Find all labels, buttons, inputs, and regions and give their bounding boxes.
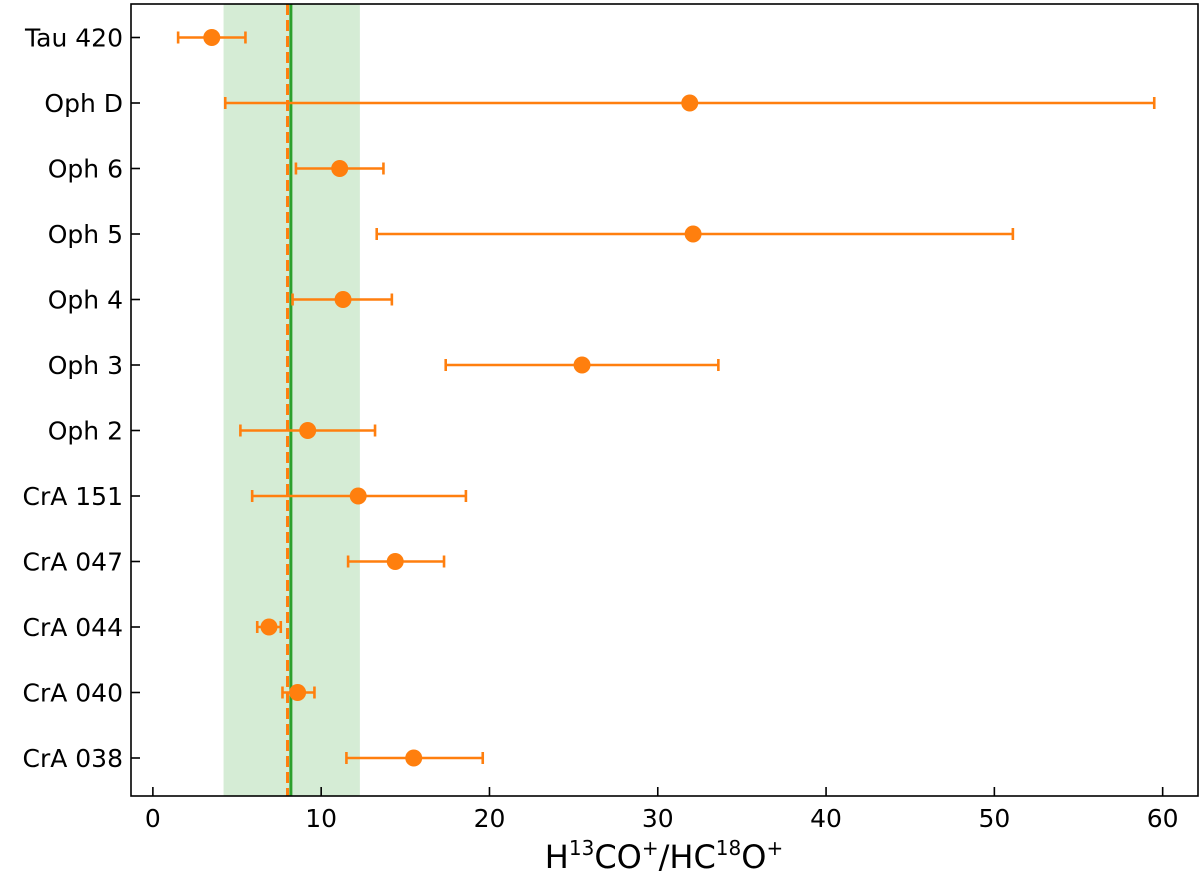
x-axis-label-sup: + xyxy=(642,836,659,860)
data-point xyxy=(573,356,591,374)
x-axis-label-part: H xyxy=(545,838,569,876)
y-tick-label: CrA 038 xyxy=(22,744,123,773)
x-axis-label: H13CO+/HC18O+ xyxy=(545,836,783,876)
y-tick-label: CrA 151 xyxy=(22,482,123,511)
data-point xyxy=(331,160,349,177)
x-axis-label-part: /HC xyxy=(659,838,716,876)
y-tick-label: CrA 040 xyxy=(22,679,123,708)
y-ticks: Tau 420 Oph D Oph 6 Oph 5 Oph 4 Oph 3 Oph 2 CrA… xyxy=(22,24,140,773)
data-point xyxy=(684,225,702,243)
x-axis-label-sup: 18 xyxy=(716,836,741,860)
y-tick-label: Oph 3 xyxy=(48,351,123,380)
x-tick-label: 30 xyxy=(642,804,674,833)
y-tick-label: Oph 4 xyxy=(48,286,123,315)
y-tick-label: Oph 5 xyxy=(48,220,123,249)
data-point xyxy=(349,487,367,505)
x-tick-label: 50 xyxy=(978,804,1010,833)
x-axis-label-sup: + xyxy=(766,836,783,860)
plot-frame xyxy=(130,3,1199,797)
data-point xyxy=(203,29,221,46)
x-tick-label: 40 xyxy=(810,804,842,833)
data-point xyxy=(334,291,352,308)
data-point xyxy=(289,684,307,701)
reference-lines xyxy=(286,4,293,796)
y-tick-label: CrA 047 xyxy=(22,548,123,577)
x-tick-label: 60 xyxy=(1147,804,1179,833)
data-point xyxy=(260,618,278,636)
data-point xyxy=(386,553,404,570)
data-point xyxy=(681,94,699,112)
y-tick-label: Oph 6 xyxy=(48,155,123,184)
x-axis-label-part: O xyxy=(741,838,766,876)
y-tick-label: Oph 2 xyxy=(48,417,123,446)
x-tick-label: 0 xyxy=(145,804,161,833)
y-tick-label: Tau 420 xyxy=(24,24,123,53)
data-point xyxy=(299,422,317,439)
x-axis-label-sup: 13 xyxy=(569,836,594,860)
data-point xyxy=(405,749,423,767)
x-tick-label: 20 xyxy=(474,804,506,833)
x-axis-label-part: CO xyxy=(594,838,642,876)
y-tick-label: CrA 044 xyxy=(22,613,123,642)
x-ticks: 0 10 20 30 40 50 60 xyxy=(145,787,1179,833)
data-points xyxy=(203,29,702,767)
x-tick-label: 10 xyxy=(305,804,337,833)
y-tick-label: Oph D xyxy=(44,89,123,118)
